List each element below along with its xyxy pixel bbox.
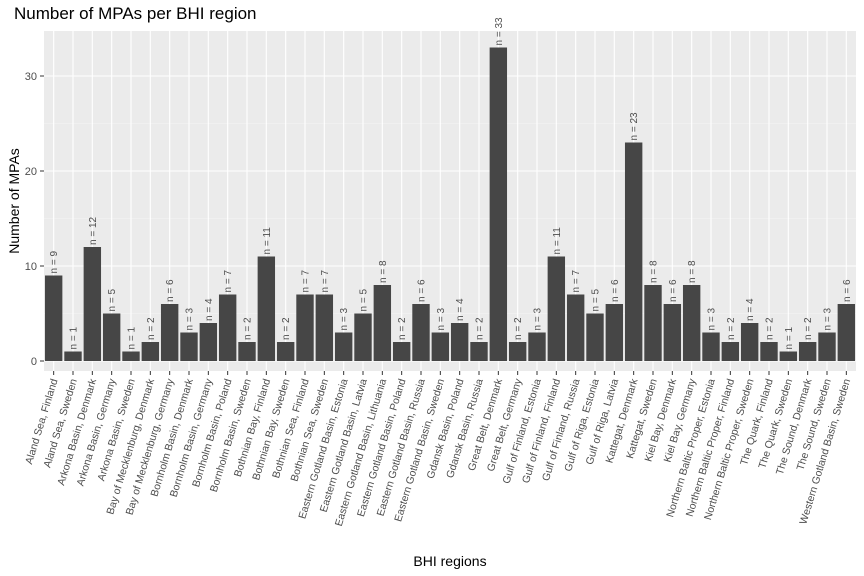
bar bbox=[315, 294, 334, 361]
bar-data-label: n = 4 bbox=[204, 298, 215, 321]
bar bbox=[199, 323, 218, 361]
bar-data-label: n = 7 bbox=[571, 270, 582, 293]
bar bbox=[83, 247, 102, 361]
bar-data-label: n = 1 bbox=[127, 327, 138, 350]
bar-data-label: n = 3 bbox=[533, 308, 544, 331]
bar bbox=[373, 285, 392, 361]
bar-data-label: n = 6 bbox=[165, 279, 176, 302]
bar bbox=[450, 323, 469, 361]
y-tick-label: 30 bbox=[25, 71, 37, 83]
bar bbox=[392, 342, 411, 361]
bar bbox=[760, 342, 778, 361]
bar bbox=[663, 304, 682, 361]
bars-group bbox=[44, 47, 856, 361]
bar-data-label: n = 3 bbox=[339, 308, 350, 331]
bar-data-label: n = 2 bbox=[146, 317, 157, 340]
bar bbox=[412, 304, 430, 361]
bar bbox=[276, 342, 295, 361]
bar bbox=[354, 313, 372, 361]
bar-data-label: n = 33 bbox=[494, 17, 505, 46]
bar-data-label: n = 2 bbox=[475, 317, 486, 340]
bar-data-label: n = 23 bbox=[629, 112, 640, 141]
y-tick-label: 20 bbox=[25, 166, 37, 178]
chart-title: Number of MPAs per BHI region bbox=[14, 4, 257, 23]
bar-data-label: n = 5 bbox=[591, 289, 602, 312]
bar-data-label: n = 2 bbox=[397, 317, 408, 340]
bar bbox=[779, 351, 798, 361]
bar bbox=[64, 351, 82, 361]
bar bbox=[102, 313, 121, 361]
bar bbox=[238, 342, 256, 361]
bar-data-label: n = 3 bbox=[436, 308, 447, 331]
bar-data-label: n = 4 bbox=[745, 298, 756, 321]
bar-data-label: n = 7 bbox=[320, 270, 331, 293]
minor-gridlines bbox=[44, 123, 856, 314]
bar bbox=[141, 342, 160, 361]
bar bbox=[44, 275, 63, 361]
bar-data-label: n = 1 bbox=[69, 327, 80, 350]
bar bbox=[470, 342, 488, 361]
bar bbox=[334, 332, 353, 361]
bar bbox=[798, 342, 817, 361]
bar bbox=[218, 294, 237, 361]
bar bbox=[508, 342, 527, 361]
bar-data-label: n = 9 bbox=[49, 251, 60, 274]
bar-data-label: n = 6 bbox=[842, 279, 853, 302]
y-axis: 0 10 20 30 bbox=[25, 71, 44, 368]
bar-data-label: n = 8 bbox=[649, 260, 660, 283]
bar-data-label: n = 6 bbox=[668, 279, 679, 302]
bar bbox=[702, 332, 720, 361]
bar-data-label: n = 5 bbox=[359, 289, 370, 312]
bar-data-label: n = 2 bbox=[513, 317, 524, 340]
bar bbox=[586, 313, 604, 361]
y-tick-label: 0 bbox=[31, 356, 37, 368]
bar bbox=[624, 142, 643, 361]
y-axis-title: Number of MPAs bbox=[6, 148, 22, 254]
x-axis-title: BHI regions bbox=[413, 553, 486, 569]
bar-data-label: n = 12 bbox=[88, 216, 99, 245]
bar bbox=[257, 256, 276, 361]
bar-data-label: n = 5 bbox=[107, 289, 118, 312]
bar bbox=[296, 294, 314, 361]
bar-data-label: n = 3 bbox=[823, 308, 834, 331]
bar-data-label: n = 4 bbox=[455, 298, 466, 321]
bar-data-label: n = 11 bbox=[552, 227, 563, 255]
bar-data-label: n = 11 bbox=[262, 227, 273, 255]
bar bbox=[837, 304, 856, 361]
bar-data-label: n = 7 bbox=[301, 270, 312, 293]
bar bbox=[547, 256, 566, 361]
bar bbox=[818, 332, 836, 361]
bar-data-label: n = 6 bbox=[417, 279, 428, 302]
bar bbox=[489, 47, 508, 361]
bar-data-label: n = 2 bbox=[726, 317, 737, 340]
bar-data-label: n = 2 bbox=[803, 317, 814, 340]
bar bbox=[605, 304, 624, 361]
bar-data-label: n = 2 bbox=[243, 317, 254, 340]
bar bbox=[122, 351, 140, 361]
bar-data-label: n = 2 bbox=[281, 317, 292, 340]
bar bbox=[528, 332, 546, 361]
bar bbox=[566, 294, 585, 361]
bar-data-label: n = 3 bbox=[707, 308, 718, 331]
bar bbox=[682, 285, 701, 361]
plot-panel bbox=[44, 31, 856, 371]
bar-data-label: n = 8 bbox=[378, 260, 389, 283]
bar-data-label: n = 6 bbox=[610, 279, 621, 302]
bar-labels-group: n = 9 n = 1 n = 12 n = 5 n = 1 n = 2 n = 6 n = … bbox=[49, 17, 853, 350]
y-tick-label: 10 bbox=[25, 261, 37, 273]
bar-data-label: n = 2 bbox=[765, 317, 776, 340]
bar bbox=[721, 342, 740, 361]
bar-data-label: n = 7 bbox=[223, 270, 234, 293]
bar bbox=[740, 323, 759, 361]
bar-data-label: n = 1 bbox=[784, 327, 795, 350]
bar-data-label: n = 3 bbox=[185, 308, 196, 331]
bar bbox=[431, 332, 450, 361]
bar bbox=[160, 304, 179, 361]
bar-data-label: n = 8 bbox=[687, 260, 698, 283]
bar bbox=[644, 285, 662, 361]
bar bbox=[180, 332, 198, 361]
